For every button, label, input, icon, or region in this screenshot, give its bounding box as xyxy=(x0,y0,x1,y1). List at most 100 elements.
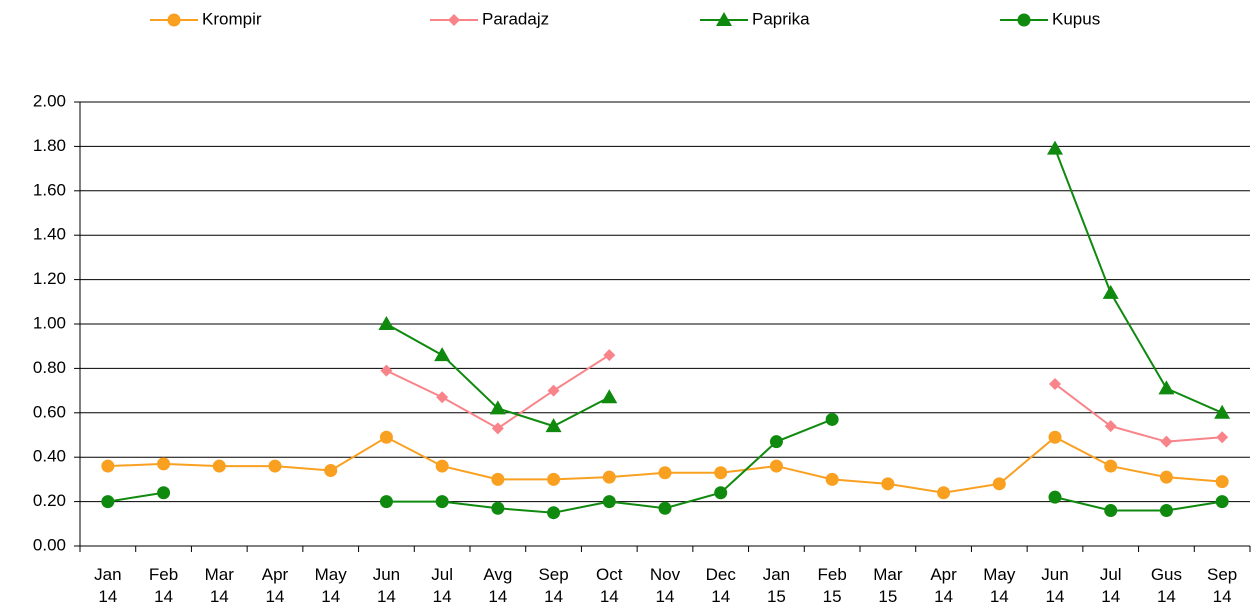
marker xyxy=(769,435,783,449)
marker xyxy=(547,506,561,520)
marker xyxy=(881,477,895,491)
x-tick-label: Sep 14 xyxy=(538,565,568,606)
marker xyxy=(378,316,395,330)
marker xyxy=(435,459,449,473)
marker xyxy=(602,495,616,509)
line xyxy=(385,354,610,430)
legend-label: Krompir xyxy=(202,9,262,28)
x-tick-label: Oct 14 xyxy=(596,565,623,606)
marker xyxy=(268,459,282,473)
legend-label: Paprika xyxy=(752,9,810,28)
marker xyxy=(825,412,839,426)
y-tick-label: 0.60 xyxy=(33,402,66,421)
marker xyxy=(1048,490,1062,504)
marker xyxy=(491,422,504,435)
legend-marker xyxy=(448,14,460,26)
marker xyxy=(547,384,560,397)
marker xyxy=(603,349,616,362)
x-tick-label: Feb 14 xyxy=(149,565,178,606)
legend-marker xyxy=(1017,13,1031,27)
marker xyxy=(658,501,672,515)
line xyxy=(1054,496,1223,512)
x-tick-label: Apr 14 xyxy=(262,565,289,606)
marker xyxy=(1048,430,1062,444)
marker xyxy=(157,457,171,471)
marker xyxy=(769,459,783,473)
x-tick-label: Dec 14 xyxy=(706,565,737,606)
x-tick-label: Apr 14 xyxy=(930,565,957,606)
x-tick-label: May 14 xyxy=(983,565,1016,606)
x-tick-label: Jun 14 xyxy=(1041,565,1068,606)
marker xyxy=(658,466,672,480)
marker xyxy=(1215,475,1229,489)
x-tick-label: Jan 14 xyxy=(94,565,121,606)
marker xyxy=(1104,420,1117,433)
marker xyxy=(1104,503,1118,517)
x-tick-label: May 14 xyxy=(315,565,348,606)
marker xyxy=(1102,284,1119,299)
line xyxy=(1054,148,1223,414)
y-tick-label: 1.60 xyxy=(33,180,66,199)
marker xyxy=(212,459,226,473)
marker xyxy=(1214,404,1231,419)
y-tick-label: 1.20 xyxy=(33,269,66,288)
marker xyxy=(1216,431,1229,444)
x-tick-label: Gus 14 xyxy=(1151,565,1182,606)
marker xyxy=(101,459,115,473)
marker xyxy=(602,470,616,484)
marker xyxy=(324,464,338,478)
marker xyxy=(489,400,506,415)
marker xyxy=(491,472,505,486)
marker xyxy=(379,430,393,444)
x-tick-label: Jun 14 xyxy=(373,565,400,606)
y-tick-label: 0.00 xyxy=(33,535,66,554)
legend-marker xyxy=(716,12,732,26)
x-tick-label: Mar 15 xyxy=(873,565,903,606)
legend-label: Paradajz xyxy=(482,9,549,28)
x-tick-label: Mar 14 xyxy=(205,565,235,606)
series xyxy=(378,140,1231,433)
x-tick-label: Nov 14 xyxy=(650,565,681,606)
marker xyxy=(547,472,561,486)
y-tick-label: 0.80 xyxy=(33,358,66,377)
x-tick-label: Jul 14 xyxy=(1100,565,1122,606)
x-tick-label: Avg 14 xyxy=(483,565,512,606)
marker xyxy=(825,472,839,486)
marker xyxy=(434,347,451,362)
y-tick-label: 2.00 xyxy=(33,91,66,110)
marker xyxy=(992,477,1006,491)
marker xyxy=(1160,435,1173,448)
marker xyxy=(937,486,951,500)
marker xyxy=(436,391,449,404)
x-tick-label: Jan 15 xyxy=(763,565,790,606)
line xyxy=(1054,383,1223,443)
series xyxy=(380,349,1229,448)
marker xyxy=(545,418,562,433)
marker xyxy=(714,466,728,480)
marker xyxy=(379,495,393,509)
marker xyxy=(1049,377,1061,390)
marker xyxy=(157,486,171,500)
marker xyxy=(1104,459,1118,473)
y-tick-label: 0.20 xyxy=(33,491,66,510)
marker xyxy=(1159,470,1173,484)
marker xyxy=(380,364,393,377)
marker xyxy=(1159,503,1173,517)
series xyxy=(101,430,1229,500)
legend-marker xyxy=(167,13,181,27)
marker xyxy=(1047,140,1063,155)
marker xyxy=(101,495,115,509)
marker xyxy=(601,389,618,404)
marker xyxy=(714,486,728,500)
x-tick-label: Sep 14 xyxy=(1207,565,1237,606)
y-tick-label: 1.00 xyxy=(33,313,66,332)
series xyxy=(101,412,1229,520)
marker xyxy=(1158,380,1175,395)
y-tick-label: 1.40 xyxy=(33,225,66,244)
x-tick-label: Feb 15 xyxy=(817,565,846,606)
x-tick-label: Jul 14 xyxy=(431,565,453,606)
y-tick-label: 1.80 xyxy=(33,136,66,155)
marker xyxy=(491,501,505,515)
marker xyxy=(435,495,449,509)
